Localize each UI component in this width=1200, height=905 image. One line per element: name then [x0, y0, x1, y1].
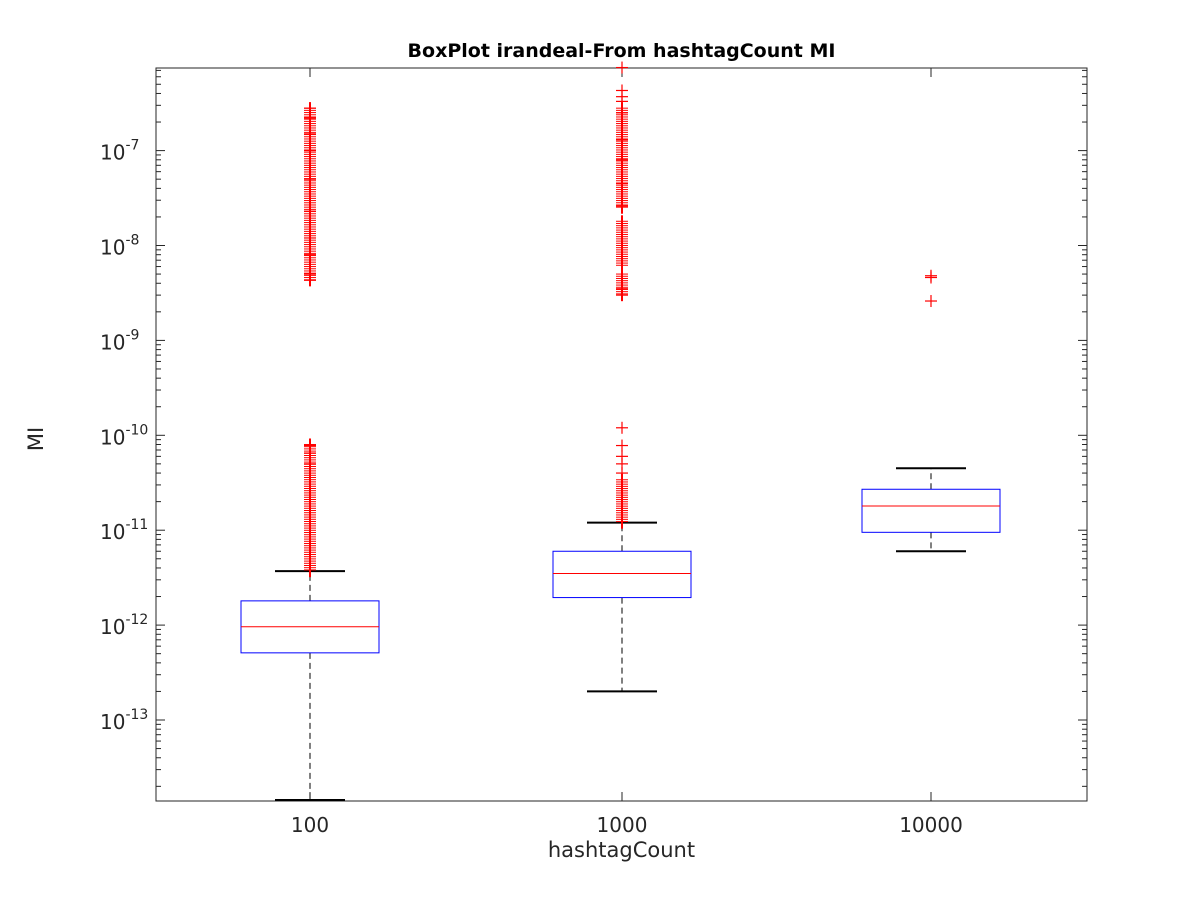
- box: [552, 550, 692, 599]
- outlier-band: [309, 102, 311, 287]
- box: [861, 488, 1001, 533]
- x-tick-label: 10000: [899, 813, 963, 837]
- y-tick-label: 10-8: [100, 233, 139, 260]
- x-axis-label: hashtagCount: [547, 838, 696, 862]
- outlier-band: [621, 473, 623, 529]
- y-tick-label: 10-10: [100, 422, 148, 449]
- outlier-band: [309, 438, 311, 578]
- y-tick-label: 10-13: [100, 707, 148, 734]
- x-tick-label: 100: [291, 813, 329, 837]
- y-tick-label: 10-7: [100, 138, 139, 165]
- outlier-band: [621, 215, 623, 273]
- y-axis-label: MI: [24, 426, 48, 452]
- chart-title: BoxPlot irandeal-From hashtagCount MI: [407, 40, 836, 62]
- x-tick-label: 1000: [597, 813, 648, 837]
- y-tick-label: 10-11: [100, 517, 148, 544]
- y-tick-label: 10-12: [100, 612, 148, 639]
- y-tick-label: 10-9: [100, 327, 139, 354]
